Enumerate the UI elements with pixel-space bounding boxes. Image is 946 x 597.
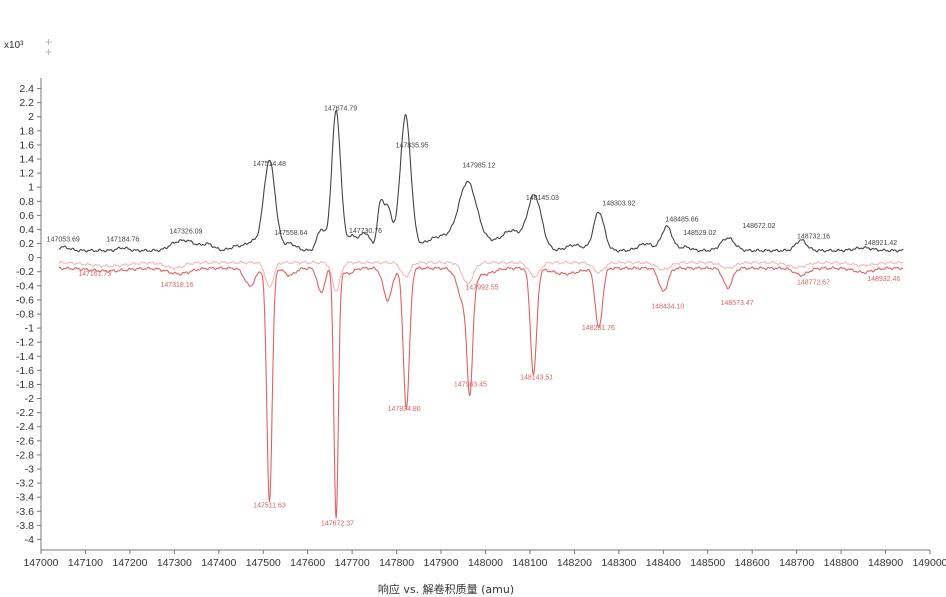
y-exponent-label: x10³: [4, 40, 24, 51]
y-tick-label: 0.8: [19, 196, 34, 208]
peak-labels: 147053.69 147184.76 147326.09 147514.48 1475…: [47, 105, 901, 527]
y-tick-label: 2.2: [19, 97, 34, 109]
y-tick-label: -2.4: [16, 421, 34, 433]
y-tick-label: -3.2: [16, 478, 34, 490]
peak-label: 147835.95: [396, 143, 429, 150]
peak-label: 147983.45: [454, 382, 487, 389]
x-tick-label: 147000: [23, 557, 58, 569]
y-tick-label: -2.8: [16, 449, 34, 461]
y-tick-label: -3.4: [16, 492, 34, 504]
peak-label: 148932.46: [867, 276, 900, 283]
peak-label: 148303.92: [602, 201, 635, 208]
axes: [40, 78, 930, 551]
peak-label: 147672.37: [321, 520, 354, 527]
x-axis-title: 响应 vs. 解卷积质量 (amu): [378, 582, 514, 596]
x-tick-label: 147600: [290, 557, 325, 569]
x-tick-label: 148600: [735, 557, 770, 569]
x-tick-label: 148900: [868, 557, 903, 569]
peak-label: 148573.47: [721, 300, 754, 307]
y-tick-label: -1: [25, 323, 34, 335]
y-tick-label: 2.4: [19, 83, 34, 95]
peak-label: 147992.55: [465, 284, 498, 291]
y-tick-label: 0.6: [19, 210, 34, 222]
x-tick-label: 147200: [112, 557, 147, 569]
y-tick-label: -1.8: [16, 379, 34, 391]
y-tick-label: 1.2: [19, 168, 34, 180]
peak-label: 148672.02: [742, 223, 775, 230]
peak-label: 147558.64: [274, 230, 307, 237]
toolbar-plus-icons: [45, 39, 52, 55]
y-tick-label: -3: [25, 463, 34, 475]
x-tick-label: 147900: [424, 557, 459, 569]
y-tick-label: 0.4: [19, 224, 34, 236]
x-tick-label: 148500: [690, 557, 725, 569]
peak-label: 147834.80: [388, 406, 421, 413]
x-tick-label: 149000: [912, 557, 946, 569]
x-axis-ticks: 147000 147100 147200 147300 147400 147500 1476…: [23, 550, 946, 569]
y-tick-label: -1.6: [16, 365, 34, 377]
peak-label: 147318.16: [160, 282, 193, 289]
y-tick-label: -2.6: [16, 435, 34, 447]
x-tick-label: 148400: [646, 557, 681, 569]
peak-label: 147053.69: [47, 236, 80, 243]
peak-label: 147730.76: [349, 228, 382, 235]
peak-label: 148434.10: [651, 303, 684, 310]
x-tick-label: 148300: [601, 557, 636, 569]
peak-label: 148143.51: [520, 375, 553, 382]
y-tick-label: 2: [28, 111, 34, 123]
y-tick-label: 1: [28, 182, 34, 194]
peak-label: 147511.63: [253, 503, 286, 510]
peak-label: 148529.02: [683, 230, 716, 237]
x-tick-label: 147700: [335, 557, 370, 569]
peak-label: 147326.09: [169, 229, 202, 236]
y-tick-label: -1.4: [16, 351, 34, 363]
peak-label: 148772.67: [797, 279, 830, 286]
y-axis-ticks: 2.4 2.2 2 1.8 1.6 1.4 1.2 1 0.8 0.6 0.4 0.2 0 -0.2 -0.…: [16, 83, 41, 546]
peak-label: 148485.66: [665, 217, 698, 224]
peak-label: 147674.79: [324, 105, 357, 112]
peak-label: 148281.76: [582, 325, 615, 332]
y-tick-label: -3.8: [16, 520, 34, 532]
x-tick-label: 147500: [246, 557, 281, 569]
peak-label: 148921.42: [864, 240, 897, 247]
x-tick-label: 148000: [468, 557, 503, 569]
y-tick-label: -0.6: [16, 294, 34, 306]
y-tick-label: 0.2: [19, 238, 34, 250]
peak-label: 147184.76: [106, 236, 139, 243]
peak-label: 148732.16: [797, 234, 830, 241]
peak-label: 147985.12: [462, 162, 495, 169]
y-tick-label: -3.6: [16, 506, 34, 518]
y-tick-label: 1.8: [19, 125, 34, 137]
peak-label: 147514.48: [253, 161, 286, 168]
y-tick-label: -2.2: [16, 407, 34, 419]
y-tick-label: 0: [28, 252, 34, 264]
x-tick-label: 148200: [557, 557, 592, 569]
y-tick-label: -0.8: [16, 309, 34, 321]
plus-icon: [45, 39, 52, 45]
x-tick-label: 147800: [379, 557, 414, 569]
x-tick-label: 147100: [68, 557, 103, 569]
x-tick-label: 148700: [779, 557, 814, 569]
plus-icon: [45, 49, 52, 55]
y-tick-label: -0.4: [16, 280, 34, 292]
y-tick-label: -4: [25, 534, 34, 546]
x-tick-label: 148100: [512, 557, 547, 569]
series-line-3: [58, 266, 904, 519]
peak-label: 148145.03: [526, 195, 559, 202]
x-tick-label: 147400: [201, 557, 236, 569]
series-line-2: [58, 260, 904, 292]
peak-label: 147161.73: [78, 271, 111, 278]
y-tick-label: -0.2: [16, 266, 34, 278]
x-tick-label: 147300: [157, 557, 192, 569]
series-layer: [58, 109, 904, 519]
y-tick-label: -2: [25, 393, 34, 405]
series-line-1: [58, 109, 904, 253]
y-tick-label: -1.2: [16, 337, 34, 349]
x-tick-label: 148800: [824, 557, 859, 569]
y-tick-label: 1.6: [19, 139, 34, 151]
y-tick-label: 1.4: [19, 154, 34, 166]
